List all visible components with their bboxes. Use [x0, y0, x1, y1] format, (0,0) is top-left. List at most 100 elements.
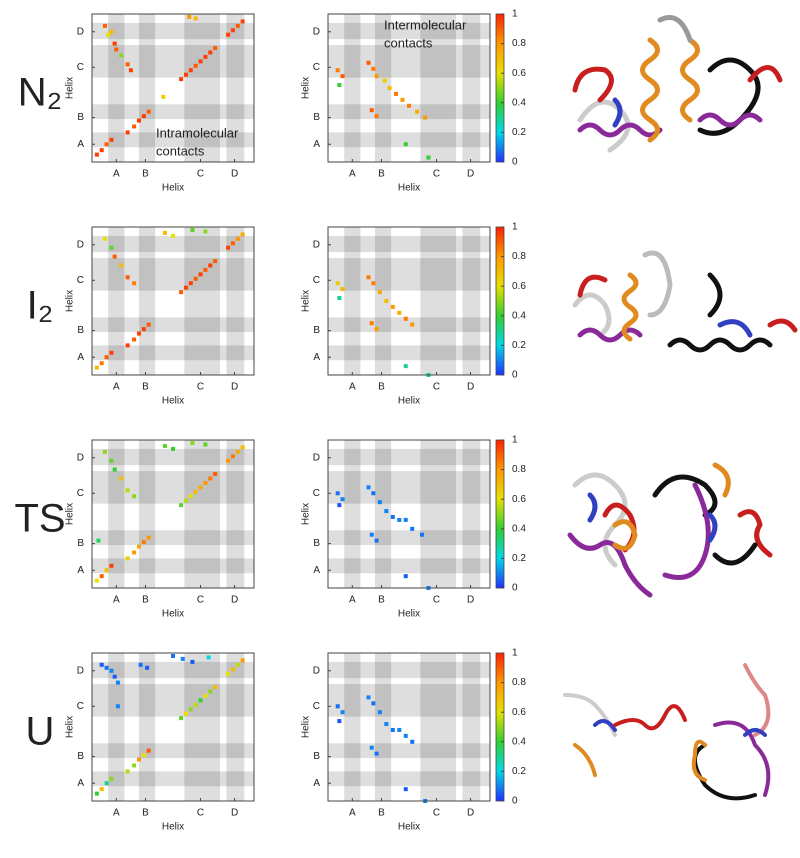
y-tick-label: C	[313, 275, 320, 286]
contact	[397, 310, 402, 315]
annotation: Intramolecular	[156, 125, 239, 140]
colorbar-tick-label: 0.4	[512, 523, 526, 534]
y-tick-label: C	[77, 701, 84, 712]
helix-band	[184, 227, 220, 375]
contact	[374, 751, 379, 756]
y-axis-label: Helix	[301, 290, 312, 312]
contact	[141, 753, 146, 758]
contact	[179, 290, 184, 295]
contact	[208, 689, 213, 694]
contact	[188, 68, 193, 73]
x-tick-label: C	[197, 595, 204, 606]
plot-area	[328, 440, 490, 588]
contact	[141, 540, 146, 545]
helix-band	[328, 132, 490, 148]
contact	[99, 148, 104, 153]
plot-frame	[91, 13, 255, 163]
x-tick-label: B	[142, 382, 149, 393]
contact	[226, 32, 231, 37]
contact	[104, 142, 109, 147]
contact	[403, 517, 408, 522]
colorbar-tick-label: 0.2	[512, 553, 526, 564]
y-tick-label: D	[313, 26, 320, 37]
contact	[403, 316, 408, 321]
x-tick-label: D	[231, 595, 238, 606]
contact	[193, 63, 198, 68]
x-tick-label: B	[378, 595, 385, 606]
x-tick-label: C	[433, 382, 440, 393]
x-axis-label: Helix	[162, 396, 184, 407]
y-tick-label: A	[77, 139, 84, 150]
contact	[226, 245, 231, 250]
contact	[390, 727, 395, 732]
y-tick-label: D	[77, 239, 84, 250]
contact	[340, 710, 345, 715]
contact	[240, 232, 245, 237]
contact	[109, 458, 114, 463]
contact	[203, 229, 208, 234]
y-tick-label: D	[77, 665, 84, 676]
helix-band	[226, 653, 245, 801]
contact	[213, 259, 218, 264]
annotation: Intermolecular	[384, 17, 467, 32]
contact	[208, 263, 213, 268]
contact	[115, 680, 120, 685]
x-tick-label: D	[467, 382, 474, 393]
helix-band	[328, 317, 490, 333]
colorbar-tick-label: 0.8	[512, 464, 526, 475]
x-tick-label: A	[113, 382, 120, 393]
plot-frame	[91, 652, 255, 802]
contact	[335, 68, 340, 73]
contact	[125, 769, 130, 774]
colorbar-tick-label: 0.2	[512, 340, 526, 351]
contact	[230, 667, 235, 672]
contact	[109, 776, 114, 781]
x-tick-label: D	[231, 169, 238, 180]
contact	[179, 503, 184, 508]
helix-band	[328, 661, 490, 679]
colorbar-tick-label: 0.4	[512, 736, 526, 747]
contact	[382, 78, 387, 83]
plot-frame	[91, 439, 255, 589]
x-axis-label: Helix	[162, 183, 184, 194]
contact	[171, 233, 175, 238]
helix-band	[92, 317, 254, 333]
contact	[188, 494, 193, 499]
y-tick-label: D	[313, 665, 320, 676]
y-tick-label: B	[313, 325, 320, 336]
helix-band	[92, 22, 254, 40]
helix-band	[462, 227, 481, 375]
helix-band	[374, 440, 392, 588]
contact	[337, 83, 342, 88]
contact	[161, 94, 166, 99]
colorbar	[495, 226, 505, 376]
contact	[340, 497, 345, 502]
helix-band	[374, 227, 392, 375]
contact	[190, 227, 195, 232]
helix-band	[328, 258, 490, 291]
helix-band	[420, 14, 456, 162]
colorbar-tick-label: 0.2	[512, 766, 526, 777]
colorbar	[495, 652, 505, 802]
contact	[99, 361, 104, 366]
plot-area	[328, 653, 490, 801]
y-axis-label: Helix	[65, 503, 76, 525]
helix-band	[328, 22, 490, 40]
colorbar-tick-label: 0.6	[512, 707, 526, 718]
contact	[340, 74, 345, 79]
contact	[109, 563, 114, 568]
structure-i2	[572, 250, 798, 353]
helix-band	[420, 653, 456, 801]
y-axis-label: Helix	[301, 716, 312, 738]
contact	[384, 722, 389, 727]
helix-band	[344, 653, 361, 801]
y-tick-label: A	[77, 565, 84, 576]
helix-band	[328, 345, 490, 361]
colorbar-tick-label: 0.6	[512, 494, 526, 505]
contact	[403, 364, 408, 369]
contact	[337, 296, 342, 301]
contact	[426, 155, 431, 160]
contact	[162, 443, 167, 448]
colorbar-tick-label: 0	[512, 583, 518, 594]
helix-band	[328, 743, 490, 759]
